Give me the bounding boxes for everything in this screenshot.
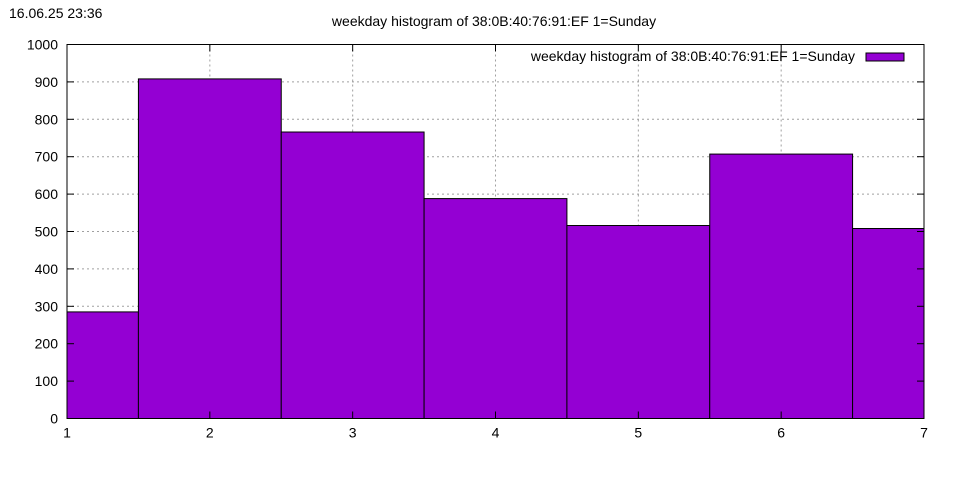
y-tick-label: 200 <box>35 336 59 352</box>
y-tick-label: 900 <box>35 74 59 90</box>
x-tick-label: 5 <box>634 425 642 441</box>
bars <box>66 78 925 420</box>
y-tick-label: 600 <box>35 186 59 202</box>
y-tick-label: 500 <box>35 224 59 240</box>
y-tick-label: 400 <box>35 261 59 277</box>
x-tick-label: 4 <box>492 425 500 441</box>
legend-swatch <box>865 52 905 62</box>
x-tick-label: 6 <box>777 425 785 441</box>
y-tick-label: 100 <box>35 373 59 389</box>
x-tick-label: 3 <box>349 425 357 441</box>
y-tick-label: 0 <box>50 411 58 427</box>
bar-weekday-6 <box>709 153 854 419</box>
bar-weekday-7 <box>852 228 925 419</box>
bar-weekday-4 <box>423 198 568 419</box>
y-tick-label: 700 <box>35 149 59 165</box>
timestamp-label: 16.06.25 23:36 <box>9 5 103 21</box>
bar-weekday-2 <box>137 78 282 420</box>
y-tick-label: 300 <box>35 298 59 314</box>
x-tick-label: 7 <box>920 425 928 441</box>
axes: 0 100 200 300 400 500 600 700 800 900 1000 1 2 3 4 5 6 7 <box>27 37 928 441</box>
bar-weekday-1 <box>66 311 139 419</box>
y-tick-label: 1000 <box>27 37 58 53</box>
chart-title: weekday histogram of 38:0B:40:76:91:EF 1… <box>331 13 656 29</box>
legend: weekday histogram of 38:0B:40:76:91:EF 1… <box>530 48 905 64</box>
bar-weekday-5 <box>566 225 711 419</box>
y-tick-label: 800 <box>35 111 59 127</box>
bar-weekday-3 <box>280 131 425 420</box>
x-tick-label: 2 <box>206 425 214 441</box>
x-tick-label: 1 <box>63 425 71 441</box>
legend-entry-label: weekday histogram of 38:0B:40:76:91:EF 1… <box>530 48 855 64</box>
